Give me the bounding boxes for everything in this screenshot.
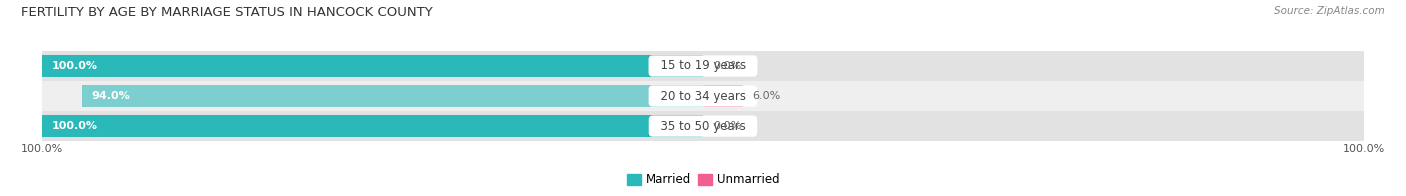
Text: Source: ZipAtlas.com: Source: ZipAtlas.com (1274, 6, 1385, 16)
Text: FERTILITY BY AGE BY MARRIAGE STATUS IN HANCOCK COUNTY: FERTILITY BY AGE BY MARRIAGE STATUS IN H… (21, 6, 433, 19)
Text: 100.0%: 100.0% (52, 61, 98, 71)
Bar (42, 55, 703, 77)
Bar (42, 81, 1364, 111)
Bar (42, 115, 703, 137)
Text: 6.0%: 6.0% (752, 91, 780, 101)
Legend: Married, Unmarried: Married, Unmarried (621, 169, 785, 191)
Text: 15 to 19 years: 15 to 19 years (652, 60, 754, 73)
Text: 94.0%: 94.0% (91, 91, 131, 101)
Text: 100.0%: 100.0% (52, 121, 98, 131)
Text: 20 to 34 years: 20 to 34 years (652, 90, 754, 103)
Text: 0.0%: 0.0% (713, 121, 741, 131)
Bar (703, 85, 742, 107)
Text: 0.0%: 0.0% (713, 61, 741, 71)
Bar (82, 85, 703, 107)
Text: 35 to 50 years: 35 to 50 years (652, 120, 754, 132)
Bar (42, 111, 1364, 141)
Bar (42, 51, 1364, 81)
